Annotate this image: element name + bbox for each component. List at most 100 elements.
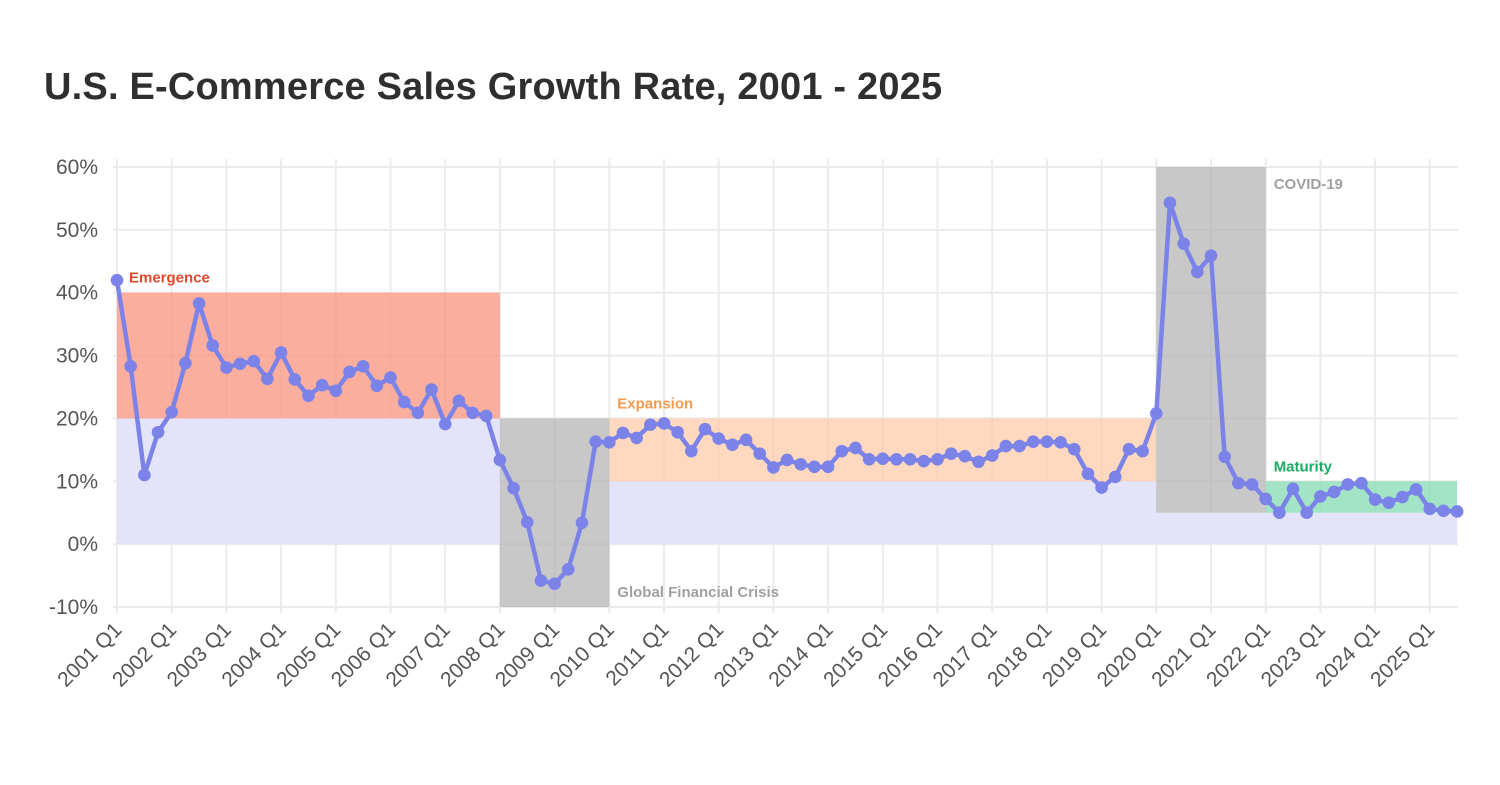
data-point-0 [110, 273, 124, 287]
data-point-90 [1341, 478, 1355, 491]
data-point-53 [835, 444, 849, 458]
data-point-40 [657, 417, 671, 430]
region-labels: Emergence Global Financial Crisis Expansio… [129, 176, 1343, 601]
data-point-12 [274, 346, 288, 359]
region-label-maturity: Maturity [1274, 458, 1333, 475]
data-point-42 [685, 444, 698, 458]
data-point-78 [1177, 237, 1190, 250]
data-point-43 [698, 422, 712, 436]
data-point-47 [753, 447, 767, 460]
data-point-34 [575, 516, 589, 530]
data-point-88 [1314, 490, 1327, 503]
data-point-55 [862, 452, 876, 466]
data-point-83 [1245, 478, 1259, 491]
data-point-30 [520, 515, 534, 529]
data-point-70 [1067, 442, 1081, 456]
data-point-26 [466, 406, 479, 420]
data-point-62 [958, 449, 972, 463]
data-point-56 [876, 452, 890, 465]
chart-title: U.S. E-Commerce Sales Growth Rate, 2001 … [44, 66, 943, 108]
data-point-33 [561, 562, 575, 576]
region-global-financial-crisis [499, 418, 610, 607]
data-point-39 [644, 418, 657, 432]
data-point-68 [1040, 435, 1054, 448]
y-axis-ticks: 60% 50% 40% 30% 20% 10% 0% -10% [49, 156, 98, 619]
data-point-9 [233, 357, 247, 371]
data-point-82 [1232, 476, 1245, 490]
data-point-87 [1300, 506, 1314, 520]
data-point-57 [890, 452, 903, 466]
y-tick-label-0: 60% [56, 156, 98, 179]
data-point-60 [931, 452, 944, 466]
data-point-96 [1423, 502, 1437, 516]
data-point-46 [739, 433, 753, 447]
data-point-74 [1122, 442, 1136, 456]
data-point-1 [124, 359, 137, 373]
data-point-8 [220, 361, 233, 374]
data-point-93 [1382, 496, 1396, 509]
data-point-86 [1286, 482, 1300, 496]
data-point-89 [1327, 485, 1341, 499]
data-point-66 [1013, 439, 1026, 453]
data-point-21 [397, 395, 411, 409]
data-point-31 [534, 574, 548, 587]
growth-points [110, 196, 1464, 591]
data-point-79 [1191, 265, 1204, 279]
data-point-44 [712, 432, 725, 445]
data-point-24 [438, 417, 452, 431]
data-point-76 [1150, 407, 1163, 420]
data-point-50 [794, 458, 808, 471]
data-point-23 [425, 383, 438, 396]
data-point-32 [548, 577, 561, 591]
data-point-67 [1026, 435, 1040, 448]
data-point-63 [972, 455, 985, 469]
y-tick-label-1: 50% [56, 219, 98, 242]
data-point-45 [726, 438, 739, 452]
data-point-38 [630, 431, 643, 445]
region-covid-19 [1156, 167, 1266, 513]
data-point-98 [1450, 505, 1464, 518]
data-point-49 [780, 453, 794, 467]
y-tick-label-3: 30% [56, 345, 98, 368]
region-label-emergence: Emergence [129, 270, 210, 287]
data-point-65 [999, 439, 1013, 453]
data-point-16 [329, 384, 343, 398]
data-point-73 [1108, 470, 1122, 484]
data-point-85 [1273, 506, 1286, 520]
y-tick-label-6: 0% [68, 533, 98, 556]
data-point-48 [767, 461, 780, 474]
data-point-6 [192, 297, 206, 310]
data-point-28 [493, 453, 507, 467]
data-point-4 [165, 405, 178, 419]
region-label-global-financial-crisis: Global Financial Crisis [617, 584, 779, 601]
data-point-92 [1368, 493, 1382, 506]
data-point-36 [603, 436, 616, 449]
data-point-41 [671, 425, 684, 439]
data-point-14 [302, 389, 315, 403]
y-tick-label-2: 40% [56, 282, 98, 305]
y-tick-label-4: 20% [56, 407, 98, 430]
data-point-13 [288, 373, 302, 386]
data-point-2 [138, 468, 151, 482]
data-point-10 [247, 354, 261, 368]
data-point-84 [1259, 492, 1272, 506]
data-point-64 [985, 449, 999, 462]
data-point-72 [1095, 481, 1108, 494]
data-point-94 [1396, 490, 1409, 504]
data-point-80 [1204, 249, 1218, 262]
data-point-18 [356, 359, 370, 373]
data-point-29 [507, 481, 520, 495]
data-point-7 [206, 339, 220, 352]
y-tick-label-5: 10% [56, 470, 98, 493]
data-point-15 [315, 378, 329, 392]
data-point-54 [849, 441, 862, 455]
data-point-69 [1054, 436, 1067, 449]
data-point-35 [589, 435, 602, 448]
data-point-81 [1218, 450, 1231, 464]
data-point-17 [343, 365, 356, 379]
data-point-75 [1136, 444, 1149, 458]
data-point-11 [261, 372, 274, 386]
data-point-52 [821, 460, 835, 474]
data-point-61 [944, 447, 958, 460]
